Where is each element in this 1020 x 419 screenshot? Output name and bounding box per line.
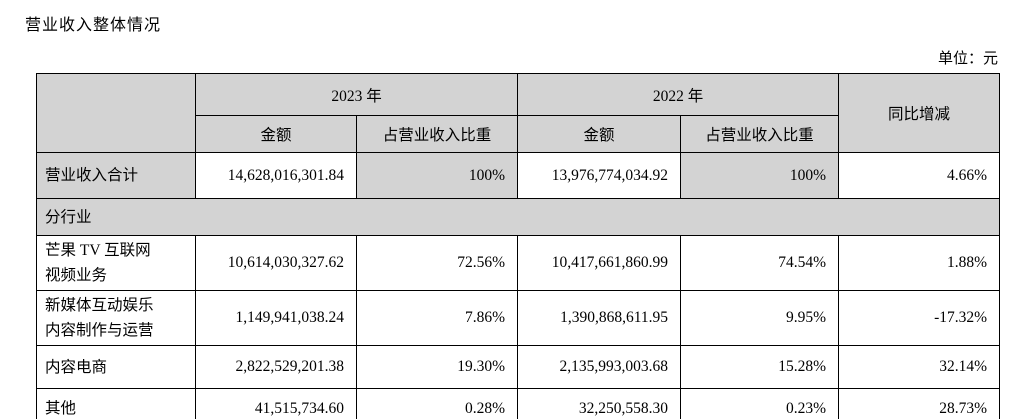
yoy-cell: 1.88% [838,235,1001,291]
amount-2023-header: 金额 [195,115,357,153]
amount-2022-cell: 10,417,661,860.99 [517,235,682,291]
table-row: 其他 41,515,734.60 0.28% 32,250,558.30 0.2… [36,388,1001,419]
amount-2022-cell: 32,250,558.30 [517,388,682,419]
amount-2023-cell: 2,822,529,201.38 [195,345,357,389]
share-2022-header: 占营业收入比重 [680,115,840,153]
section-header-cell: 分行业 [35,198,1001,236]
share-2023-cell: 19.30% [355,345,519,389]
table-row: 内容电商 2,822,529,201.38 19.30% 2,135,993,0… [36,345,1001,389]
share-2022-cell: 100% [680,152,840,199]
share-2023-cell: 7.86% [355,290,519,346]
row-label-cell: 芒果 TV 互联网 视频业务 [36,235,196,291]
share-2022-cell: 9.95% [680,290,840,346]
row-label-cell: 其他 [36,388,196,419]
amount-2022-cell: 2,135,993,003.68 [517,345,682,389]
yoy-cell: -17.32% [838,290,1001,346]
amount-2022-header: 金额 [517,115,682,153]
table-row-section: 分行业 [35,198,1001,236]
row-label-cell: 内容电商 [36,345,196,389]
page-title: 营业收入整体情况 [25,17,162,34]
yoy-cell: 4.66% [838,152,1001,199]
share-2022-cell: 74.54% [680,235,840,291]
share-2023-cell: 0.28% [355,388,519,419]
share-2022-cell: 0.23% [680,388,840,419]
table-row-total: 营业收入合计 14,628,016,301.84 100% 13,976,774… [36,152,1001,199]
row-label-cell: 营业收入合计 [36,152,196,199]
share-2023-cell: 72.56% [355,235,519,291]
amount-2022-cell: 1,390,868,611.95 [517,290,682,346]
table-header-row-years: 2023 年 2022 年 同比增减 [36,73,1001,153]
share-2022-cell: 15.28% [680,345,840,389]
yoy-header: 同比增减 [838,73,1001,153]
revenue-table: 2023 年 2022 年 同比增减 金额 占营业收入比重 金额 占营业收入比重… [35,73,1001,419]
row-label-cell: 新媒体互动娱乐 内容制作与运营 [36,290,196,346]
unit-label: 单位：元 [937,51,998,67]
amount-2022-cell: 13,976,774,034.92 [517,152,682,199]
yoy-cell: 32.14% [838,345,1001,389]
amount-2023-cell: 14,628,016,301.84 [195,152,357,199]
table-row: 新媒体互动娱乐 内容制作与运营 1,149,941,038.24 7.86% 1… [36,290,1001,346]
year-2022-header: 2022 年 [517,73,840,116]
table-row: 芒果 TV 互联网 视频业务 10,614,030,327.62 72.56% … [36,235,1001,291]
amount-2023-cell: 41,515,734.60 [195,388,357,419]
amount-2023-cell: 10,614,030,327.62 [195,235,357,291]
share-2023-header: 占营业收入比重 [355,115,519,153]
share-2023-cell: 100% [355,152,519,199]
year-2023-header: 2023 年 [194,73,519,116]
table-header-row-metrics: 金额 占营业收入比重 金额 占营业收入比重 [37,115,1000,153]
amount-2023-cell: 1,149,941,038.24 [195,290,357,346]
corner-cell [36,73,196,153]
yoy-cell: 28.73% [838,388,1001,419]
